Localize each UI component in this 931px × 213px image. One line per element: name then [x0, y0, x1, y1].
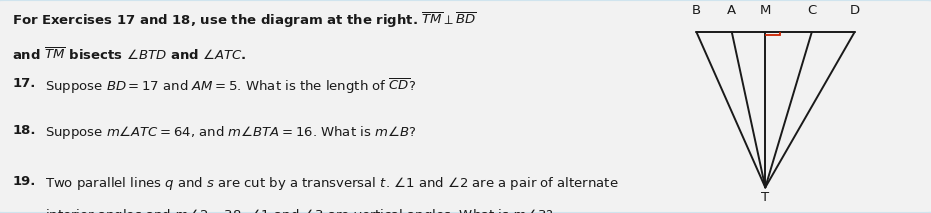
Text: C: C: [807, 4, 816, 17]
Text: and $\overline{TM}$ bisects $\angle BTD$ and $\angle ATC$.: and $\overline{TM}$ bisects $\angle BTD$…: [12, 47, 247, 63]
Text: 18.: 18.: [12, 124, 35, 137]
Text: D: D: [850, 4, 859, 17]
Text: B: B: [692, 4, 701, 17]
Text: M: M: [760, 4, 771, 17]
Text: T: T: [762, 191, 769, 204]
Text: interior angles and $m\angle 2 = 38$. $\angle 1$ and $\angle 3$ are vertical ang: interior angles and $m\angle 2 = 38$. $\…: [45, 207, 554, 213]
Text: For Exercises 17 and 18, use the diagram at the right. $\overline{TM}\perp\overl: For Exercises 17 and 18, use the diagram…: [12, 11, 477, 30]
Text: Suppose $BD = 17$ and $AM = 5$. What is the length of $\overline{CD}$?: Suppose $BD = 17$ and $AM = 5$. What is …: [45, 77, 416, 96]
Text: 19.: 19.: [12, 175, 35, 188]
Text: Two parallel lines $q$ and $s$ are cut by a transversal $t$. $\angle 1$ and $\an: Two parallel lines $q$ and $s$ are cut b…: [45, 175, 618, 192]
Text: Suppose $m\angle ATC = 64$, and $m\angle BTA = 16$. What is $m\angle B$?: Suppose $m\angle ATC = 64$, and $m\angle…: [45, 124, 416, 141]
Text: 17.: 17.: [12, 77, 35, 90]
Text: A: A: [727, 4, 736, 17]
